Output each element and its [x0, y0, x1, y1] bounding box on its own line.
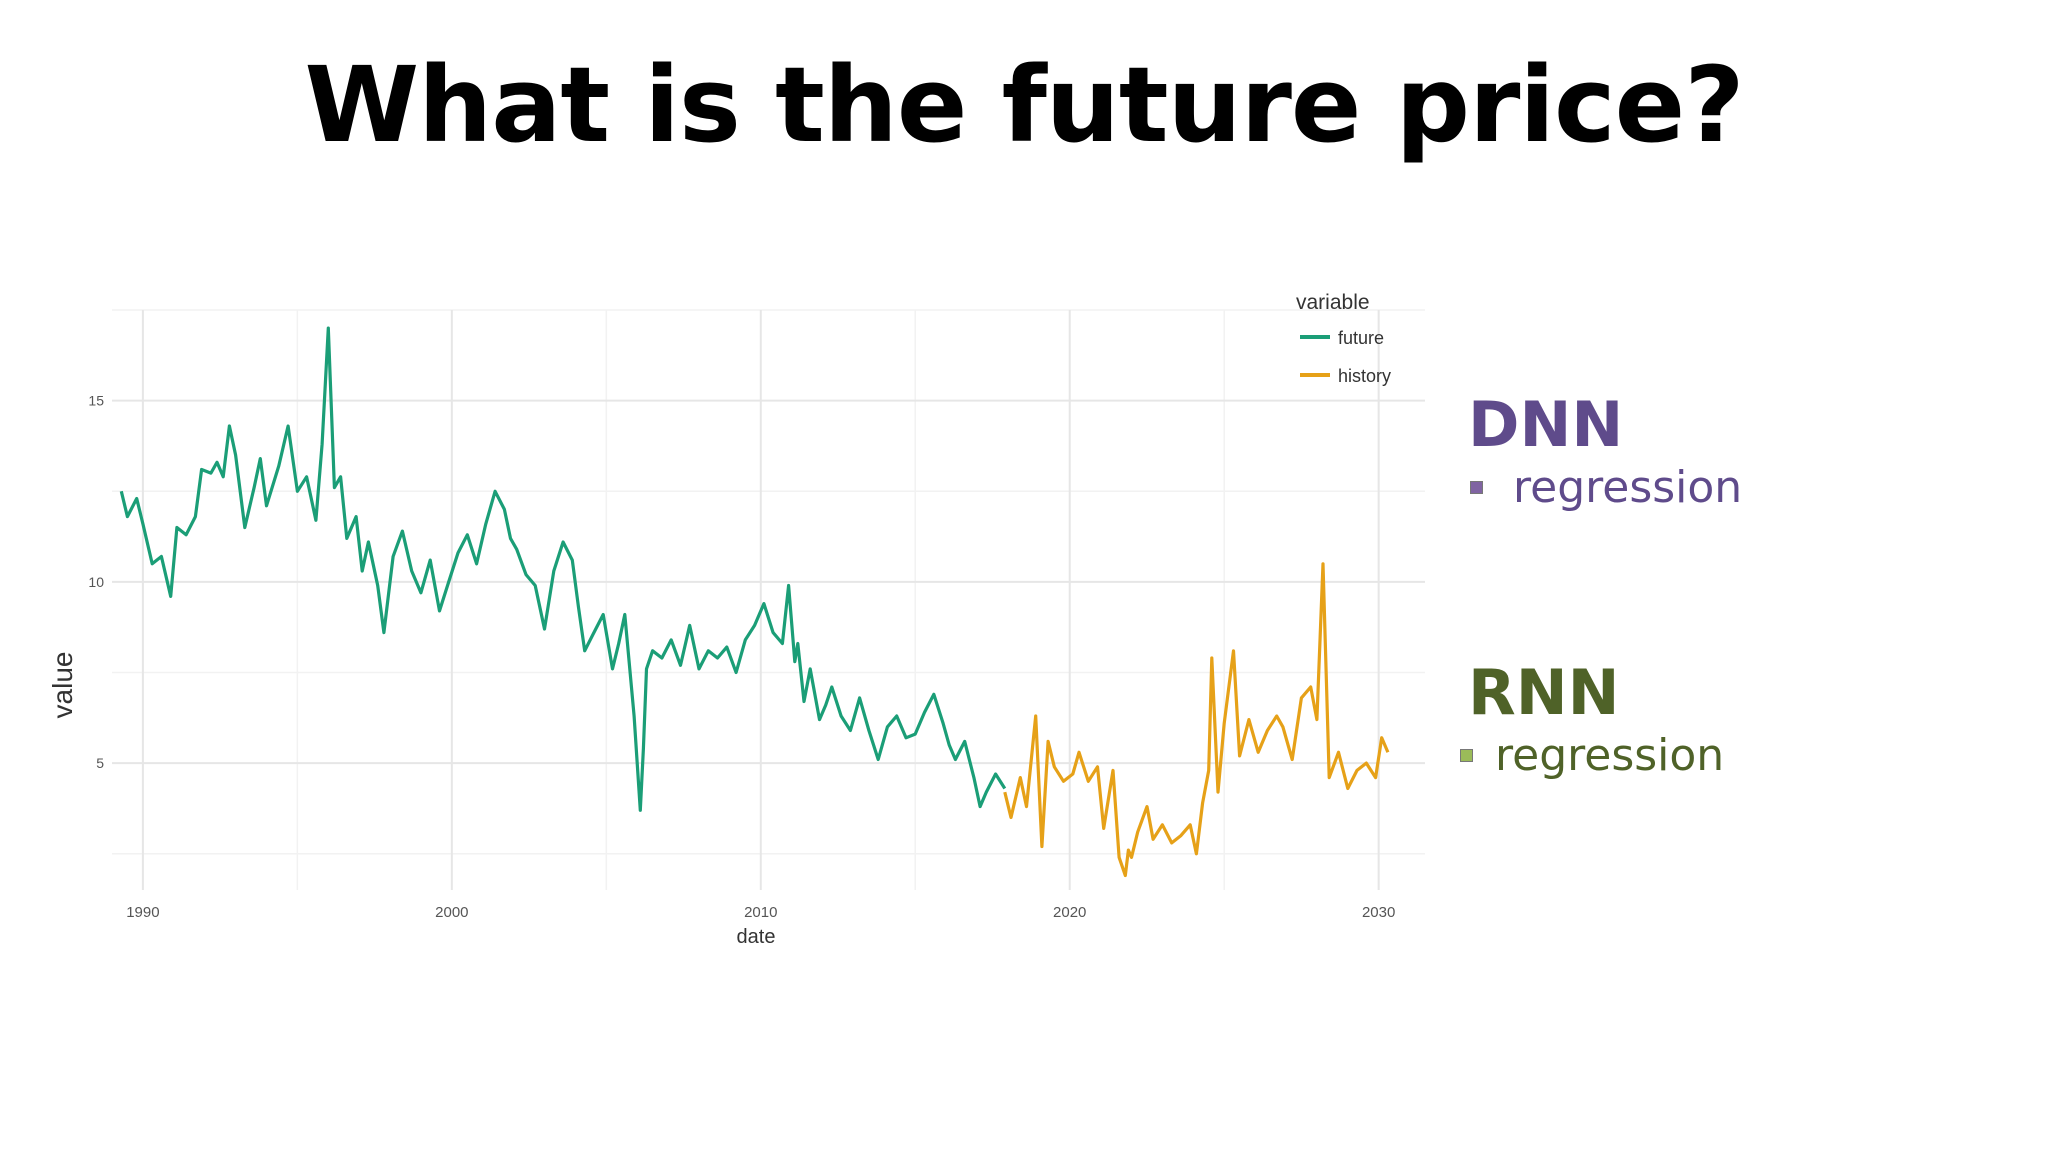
legend-label-history: history — [1338, 366, 1391, 386]
grid-lines — [112, 309, 1425, 890]
dnn-heading: DNN — [1468, 388, 1624, 461]
x-tick-label: 2010 — [744, 904, 777, 921]
legend: variable future history — [1296, 291, 1391, 386]
tick-labels: 1990 2000 2010 2020 2030 5 10 15 — [88, 393, 1395, 921]
y-tick-label: 5 — [96, 755, 104, 771]
rnn-item-label: regression — [1495, 730, 1725, 781]
price-line-chart: 1990 2000 2010 2020 2030 5 10 15 date value var… — [47, 291, 1425, 948]
dnn-bullet-item: regression — [1470, 462, 1742, 513]
legend-label-future: future — [1338, 328, 1384, 348]
series-lines — [119, 326, 1390, 878]
dnn-item-label: regression — [1513, 462, 1743, 513]
series-line-future — [119, 326, 1007, 812]
square-bullet-icon — [1460, 749, 1473, 762]
x-tick-label: 2020 — [1053, 904, 1086, 921]
square-bullet-icon — [1470, 481, 1483, 494]
y-tick-label: 10 — [88, 574, 104, 590]
x-tick-label: 1990 — [126, 904, 159, 921]
rnn-heading: RNN — [1468, 656, 1620, 729]
series-line-history — [1003, 562, 1390, 878]
x-axis-label: date — [737, 926, 776, 948]
x-tick-label: 2000 — [435, 904, 468, 921]
x-tick-label: 2030 — [1362, 904, 1395, 921]
y-tick-label: 15 — [88, 393, 104, 409]
y-axis-label: value — [47, 652, 78, 719]
rnn-bullet-item: regression — [1460, 730, 1724, 781]
slide-title: What is the future price? — [304, 44, 1744, 166]
legend-title: variable — [1296, 291, 1370, 314]
